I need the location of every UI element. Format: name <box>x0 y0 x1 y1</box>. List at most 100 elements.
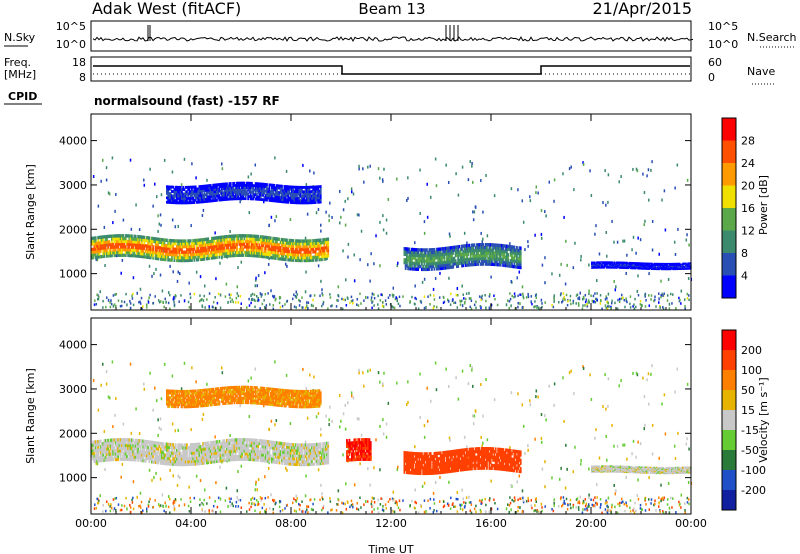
ground-cell <box>102 306 104 309</box>
range-cell <box>206 191 208 194</box>
range-cell <box>493 246 496 250</box>
scatter-cell <box>605 407 607 411</box>
range-cell <box>211 247 213 252</box>
scatter-cell <box>100 179 102 183</box>
range-cell <box>164 252 167 256</box>
range-cell <box>113 248 116 252</box>
scatter-cell <box>540 436 543 440</box>
range-cell <box>499 257 502 262</box>
range-cell <box>154 253 157 258</box>
range-cell <box>99 246 102 251</box>
range-cell <box>644 267 647 269</box>
ground-cell <box>264 292 267 296</box>
ground-cell <box>666 299 669 302</box>
ground-cell <box>553 298 555 301</box>
range-cell <box>301 253 303 257</box>
range-cell <box>176 258 178 263</box>
ground-cell <box>330 304 332 308</box>
range-cell <box>279 257 282 261</box>
range-cell <box>314 187 317 191</box>
range-cell <box>272 236 275 241</box>
range-cell <box>638 263 641 266</box>
range-cell <box>613 262 616 264</box>
range-cell <box>268 187 271 191</box>
range-cell <box>182 258 185 263</box>
ground-cell <box>370 298 373 302</box>
scatter-cell <box>157 433 159 437</box>
range-cell <box>119 250 122 255</box>
range-cell <box>239 250 242 255</box>
range-cell <box>152 253 155 257</box>
ground-cell <box>380 293 382 296</box>
range-cell <box>626 267 628 270</box>
ground-cell <box>625 299 628 302</box>
range-cell <box>676 266 678 269</box>
range-cell <box>639 265 642 268</box>
scatter-cell <box>115 458 118 462</box>
range-cell <box>234 234 237 238</box>
range-cell <box>303 199 306 203</box>
range-cell <box>248 250 251 255</box>
scatter-cell <box>620 175 622 179</box>
range-cell <box>602 262 605 264</box>
range-cell <box>597 261 600 263</box>
range-cell <box>637 267 640 269</box>
range-cell <box>287 252 290 256</box>
ground-cell <box>149 293 151 297</box>
range-cell <box>501 257 503 262</box>
range-cell <box>143 246 146 251</box>
range-cell <box>241 195 243 198</box>
range-cell <box>178 188 181 191</box>
range-cell <box>202 200 205 204</box>
range-cell <box>654 266 657 268</box>
range-cell <box>613 263 616 266</box>
ground-cell <box>583 501 585 504</box>
ground-cell <box>489 293 491 296</box>
range-cell <box>486 245 488 250</box>
range-cell <box>446 254 448 259</box>
range-cell <box>497 246 500 250</box>
range-cell <box>273 250 276 255</box>
range-cell <box>686 264 688 266</box>
ground-cell <box>452 298 454 301</box>
range-cell <box>211 242 213 246</box>
scatter-cell <box>623 239 626 243</box>
range-cell <box>148 255 151 260</box>
range-cell <box>186 250 188 254</box>
velocity-data <box>91 360 693 515</box>
range-cell <box>284 241 287 245</box>
ground-cell <box>513 292 516 295</box>
range-cell <box>408 253 411 257</box>
range-cell <box>241 253 243 257</box>
range-cell <box>214 253 217 257</box>
range-cell <box>198 244 201 248</box>
range-cell <box>257 248 260 253</box>
scatter-cell <box>660 279 662 283</box>
range-cell <box>489 251 492 255</box>
range-cell <box>224 191 227 195</box>
ground-cell <box>110 302 113 306</box>
scatter-cell <box>562 376 564 380</box>
range-cell <box>284 187 287 191</box>
range-cell <box>486 248 488 252</box>
range-cell <box>327 237 330 241</box>
range-cell <box>292 194 295 198</box>
range-cell <box>174 255 177 260</box>
range-cell <box>198 200 201 204</box>
range-cell <box>653 264 656 266</box>
ground-cell <box>433 298 436 301</box>
range-cell <box>247 195 250 198</box>
range-cell <box>627 267 630 270</box>
range-cell <box>627 265 630 268</box>
ground-cell <box>319 498 321 502</box>
range-cell <box>623 265 626 267</box>
ground-cell <box>199 294 201 297</box>
range-cell <box>666 267 668 269</box>
scatter-cell <box>426 386 428 390</box>
range-cell <box>179 185 182 189</box>
ground-cell <box>663 496 665 499</box>
range-cell <box>236 248 238 252</box>
range-cell <box>141 238 143 242</box>
range-cell <box>269 255 272 260</box>
